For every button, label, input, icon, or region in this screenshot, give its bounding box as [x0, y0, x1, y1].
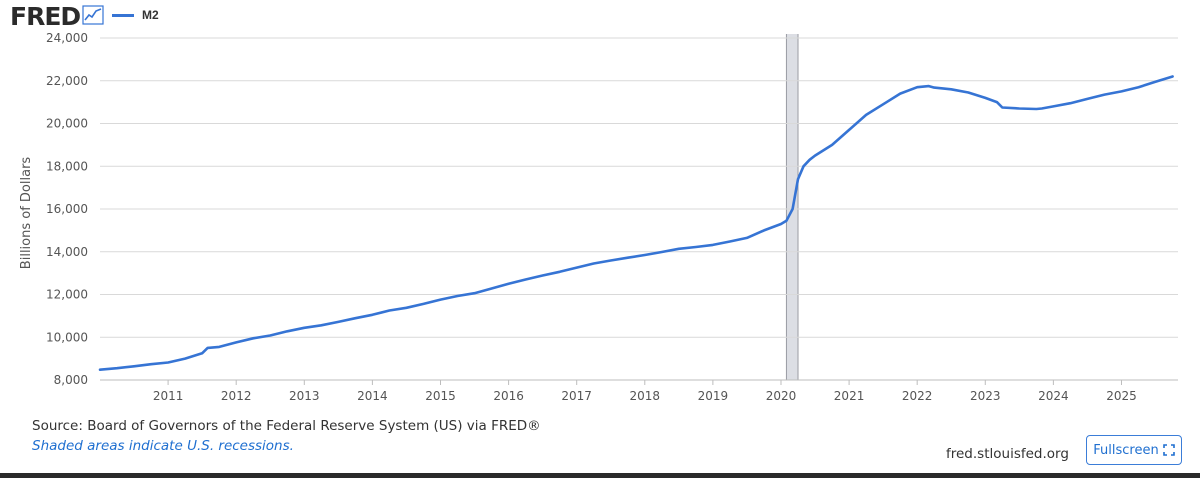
bottom-edge-bar: [0, 473, 1200, 478]
y-tick-label: 8,000: [54, 373, 88, 387]
x-tick-label: 2022: [902, 389, 933, 403]
recession-note: Shaded areas indicate U.S. recessions.: [32, 438, 294, 454]
y-tick-label: 16,000: [46, 202, 88, 216]
legend-label-m2: M2: [142, 8, 159, 22]
y-tick-label: 12,000: [46, 288, 88, 302]
fullscreen-label: Fullscreen: [1093, 442, 1159, 458]
legend-swatch-m2: [112, 13, 134, 17]
x-tick-label: 2017: [561, 389, 592, 403]
x-tick-label: 2015: [425, 389, 456, 403]
x-tick-label: 2011: [153, 389, 184, 403]
x-tick-label: 2023: [970, 389, 1001, 403]
x-tick-label: 2019: [698, 389, 729, 403]
m2-line-chart: 8,000 10,000 12,000 14,000 16,000 18,000 20,00…: [19, 31, 1178, 403]
x-tick-label: 2021: [834, 389, 865, 403]
line-graph-icon: [82, 4, 104, 30]
y-tick-label: 18,000: [46, 159, 88, 173]
y-tick-label: 24,000: [46, 31, 88, 45]
x-tick-label: 2016: [493, 389, 524, 403]
y-tick-label: 14,000: [46, 245, 88, 259]
x-tick-label: 2020: [766, 389, 797, 403]
fred-logo[interactable]: FRED: [10, 1, 81, 31]
x-tick-label: 2025: [1106, 389, 1137, 403]
y-tick-label: 22,000: [46, 74, 88, 88]
fullscreen-button[interactable]: Fullscreen: [1086, 435, 1182, 465]
x-tick-label: 2013: [289, 389, 320, 403]
x-tick-label: 2012: [221, 389, 252, 403]
x-tick-label: 2024: [1038, 389, 1069, 403]
source-text: Source: Board of Governors of the Federa…: [32, 418, 541, 434]
y-axis-title: Billions of Dollars: [19, 157, 34, 270]
y-tick-label: 20,000: [46, 117, 88, 131]
expand-corners-icon: [1162, 444, 1175, 456]
y-tick-label: 10,000: [46, 330, 88, 344]
x-tick-label: 2018: [630, 389, 661, 403]
chart-legend: M2: [112, 8, 159, 22]
site-link[interactable]: fred.stlouisfed.org: [946, 446, 1069, 462]
series-line-m2: [98, 75, 1174, 372]
x-tick-label: 2014: [357, 389, 388, 403]
fred-header: FRED: [10, 1, 104, 31]
